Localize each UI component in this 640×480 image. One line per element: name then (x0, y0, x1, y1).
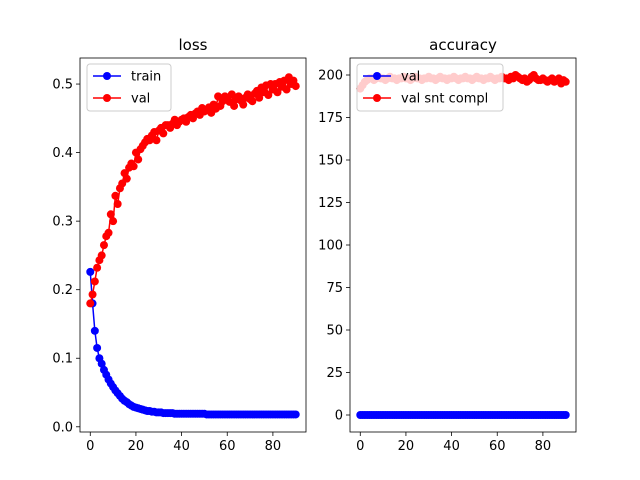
loss-val-point (282, 85, 291, 94)
loss-val-point (291, 82, 300, 91)
loss-val-point (122, 174, 131, 183)
loss-x-tick-label: 40 (173, 439, 190, 454)
loss-val-point (230, 101, 239, 110)
accuracy-y-tick-label: 50 (326, 324, 343, 339)
loss-val-point (106, 210, 115, 219)
loss-val-point (152, 136, 161, 145)
accuracy-y-tick-label: 75 (326, 281, 343, 296)
loss-legend: train val (86, 63, 172, 112)
loss-val-point (159, 129, 168, 138)
loss-legend-train-marker (103, 72, 111, 80)
loss-train-point (90, 326, 99, 335)
accuracy-legend-box (356, 63, 504, 112)
loss-legend-train-label: train (131, 70, 161, 85)
loss-y-tick-label: 0.4 (52, 146, 73, 161)
accuracy-panel: 0 20 40 60 80 0 25 50 75 100 125 150 175 200 accuracy v… (318, 36, 577, 454)
loss-x-tick-label: 80 (265, 439, 282, 454)
accuracy-x-tick-label: 80 (535, 439, 552, 454)
loss-val-point (134, 155, 143, 164)
loss-x-tick-label: 20 (128, 439, 145, 454)
loss-axes-frame (79, 57, 307, 433)
accuracy-val-snt-compl-point (561, 77, 570, 86)
accuracy-val-point (561, 411, 570, 419)
loss-val-point (97, 251, 106, 260)
loss-y-tick-label: 0.3 (52, 215, 73, 230)
loss-train-point (86, 267, 95, 276)
loss-val-point (248, 97, 257, 106)
accuracy-legend-val-label: val (401, 70, 420, 85)
loss-y-tick-label: 0.1 (52, 352, 73, 367)
accuracy-legend: val val snt compl (356, 63, 504, 112)
loss-val-point (111, 191, 120, 200)
loss-val-point (129, 162, 138, 171)
loss-train-point (291, 410, 300, 419)
loss-x-tick-label: 0 (86, 439, 94, 454)
accuracy-y-tick-label: 200 (318, 69, 343, 84)
accuracy-x-tick-label: 0 (356, 439, 364, 454)
accuracy-x-tick-label: 40 (443, 439, 460, 454)
loss-x-tick-label: 60 (219, 439, 236, 454)
accuracy-x-tick-label: 60 (489, 439, 506, 454)
loss-val-point (104, 228, 113, 237)
loss-y-tick-label: 0.2 (52, 283, 73, 298)
accuracy-y-tick-label: 150 (318, 154, 343, 169)
loss-y-tick-label: 0.5 (52, 78, 73, 93)
accuracy-y-tick-label: 175 (318, 111, 343, 126)
loss-val-point (239, 100, 248, 109)
accuracy-legend-val-snt-compl-marker (373, 94, 381, 102)
loss-val-point (90, 277, 99, 286)
loss-val-point (99, 241, 108, 250)
accuracy-axes-frame (349, 57, 577, 433)
accuracy-x-tick-label: 20 (398, 439, 415, 454)
accuracy-legend-val-snt-compl-label: val snt compl (401, 92, 488, 107)
loss-y-tick-label: 0.0 (52, 420, 73, 435)
loss-train-point (93, 343, 102, 352)
loss-val-point (93, 263, 102, 272)
loss-val-point (86, 299, 95, 308)
loss-val-point (113, 200, 122, 209)
loss-train-point (97, 359, 106, 368)
loss-legend-val-label: val (131, 92, 150, 107)
loss-val-point (255, 93, 264, 102)
loss-val-point (88, 290, 97, 299)
loss-val-point (264, 91, 273, 100)
loss-val-point (273, 88, 282, 97)
accuracy-y-tick-label: 25 (326, 366, 343, 381)
accuracy-legend-val-marker (373, 72, 381, 80)
loss-legend-val-marker (103, 94, 111, 102)
loss-title: loss (179, 36, 208, 54)
accuracy-y-tick-label: 0 (335, 409, 343, 424)
loss-panel: 0 20 40 60 80 0.0 0.1 0.2 0.3 0.4 0.5 loss train val (52, 36, 307, 454)
accuracy-y-tick-label: 100 (318, 239, 343, 254)
loss-val-point (109, 217, 118, 226)
accuracy-title: accuracy (429, 36, 497, 54)
accuracy-y-tick-label: 125 (318, 196, 343, 211)
